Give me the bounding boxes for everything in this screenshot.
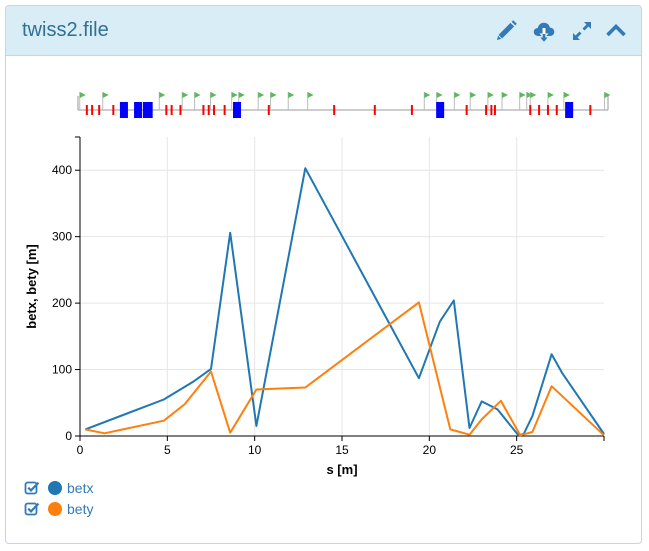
marker-flag [270, 92, 277, 98]
dipole [144, 102, 153, 118]
checkbox-checked-icon[interactable] [24, 480, 40, 496]
x-tick-label: 5 [164, 443, 171, 457]
quadrupole [589, 105, 592, 115]
quadrupole [85, 105, 88, 115]
chart-legend: betx bety [24, 478, 93, 520]
quadrupole [170, 105, 173, 115]
y-tick-label: 200 [52, 296, 72, 310]
dipole [436, 102, 445, 118]
marker-flag [436, 92, 443, 98]
quadrupole [555, 105, 558, 115]
legend-label-betx: betx [67, 480, 94, 496]
download-button[interactable] [532, 19, 556, 43]
marker-flag [526, 92, 533, 98]
pencil-icon [497, 20, 517, 40]
x-tick-label: 0 [77, 443, 84, 457]
marker-flag [563, 92, 570, 98]
quadrupole [112, 105, 115, 115]
quadrupole [529, 105, 532, 115]
quadrupole [546, 105, 549, 115]
x-axis-label: s [m] [326, 462, 357, 477]
y-tick-label: 0 [65, 429, 72, 443]
y-tick-label: 300 [52, 230, 72, 244]
checkbox-checked-icon[interactable] [24, 501, 40, 517]
marker-flag [288, 92, 295, 98]
x-tick-label: 10 [248, 443, 262, 457]
series-line-betx [84, 167, 605, 437]
collapse-button[interactable] [604, 19, 628, 43]
dipole [119, 102, 128, 118]
expand-arrows-icon [573, 22, 591, 40]
marker-flag [470, 92, 477, 98]
y-axis-label: betx, bety [m] [24, 244, 39, 329]
quadrupole [485, 105, 488, 115]
quadrupole [493, 105, 496, 115]
y-tick-label: 400 [52, 163, 72, 177]
marker-flag [238, 92, 245, 98]
quadrupole [333, 105, 336, 115]
quadrupole [202, 105, 205, 115]
marker-flag [210, 92, 217, 98]
marker-flag [530, 92, 537, 98]
marker-flag [547, 92, 554, 98]
series-line-bety [85, 301, 605, 437]
dipole [565, 102, 574, 118]
quadrupole [490, 105, 493, 115]
panel-header: twiss2.file [6, 6, 641, 56]
quadrupole [165, 105, 168, 115]
marker-flag [194, 92, 201, 98]
quadrupole [223, 105, 226, 115]
betx-color-dot [48, 481, 62, 495]
x-tick-label: 20 [423, 443, 437, 457]
marker-flag [102, 92, 109, 98]
marker-flag [159, 92, 166, 98]
dipole [233, 102, 241, 118]
marker-flag [307, 92, 314, 98]
marker-flag [454, 92, 461, 98]
marker-flag [604, 92, 611, 98]
marker-flag [487, 92, 494, 98]
legend-item-bety[interactable]: bety [24, 499, 93, 519]
bety-color-dot [48, 502, 62, 516]
marker-flag [231, 92, 238, 98]
chevron-up-icon [606, 23, 626, 37]
panel-title: twiss2.file [22, 19, 109, 41]
quadrupole [410, 105, 413, 115]
marker-flag [502, 92, 508, 98]
legend-label-bety: bety [67, 501, 94, 517]
quadrupole [207, 105, 210, 115]
expand-button[interactable] [570, 19, 594, 43]
quadrupole [91, 105, 94, 115]
y-tick-label: 100 [52, 363, 72, 377]
twiss-chart: 0 5 10 15 20 25 0 100 200 300 400 s [m] betx, bety [… [24, 136, 605, 477]
quadrupole [267, 105, 270, 115]
cloud-download-icon [533, 22, 555, 42]
legend-item-betx[interactable]: betx [24, 478, 93, 498]
marker-flag [258, 92, 265, 98]
quadrupole [373, 105, 376, 115]
edit-button[interactable] [494, 19, 518, 43]
quadrupole [179, 105, 182, 115]
quadrupole [213, 105, 216, 115]
marker-flag [519, 92, 526, 98]
marker-flag [79, 92, 86, 98]
marker-flag [424, 92, 431, 98]
x-tick-label: 15 [335, 443, 349, 457]
x-tick-label: 25 [510, 443, 524, 457]
lattice-diagram [77, 92, 611, 118]
quadrupole [538, 105, 541, 115]
dipole [134, 102, 143, 118]
marker-flag [182, 92, 189, 98]
quadrupole [465, 105, 468, 115]
quadrupole [98, 105, 101, 115]
